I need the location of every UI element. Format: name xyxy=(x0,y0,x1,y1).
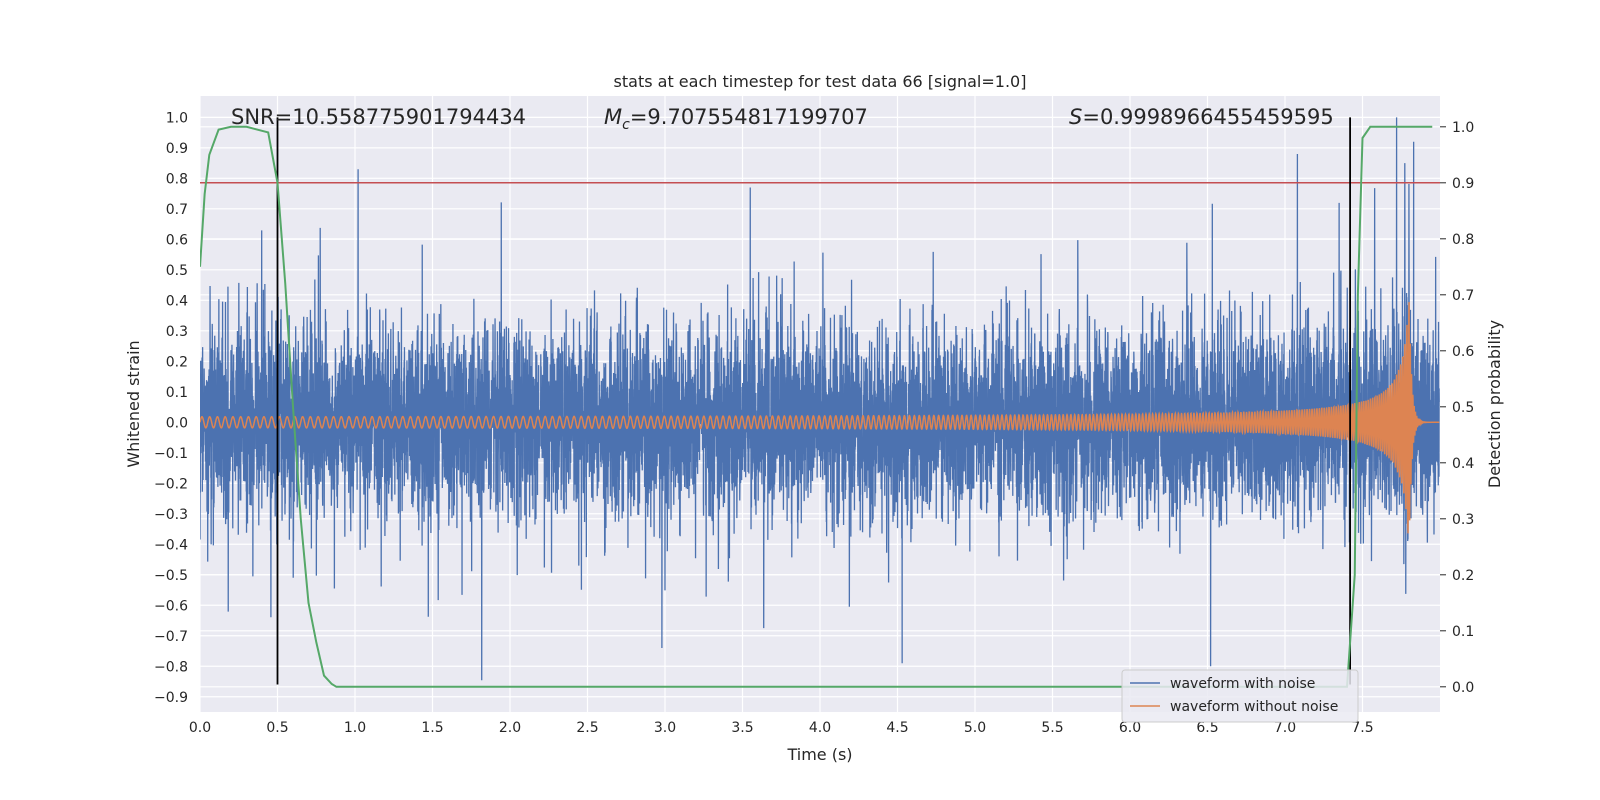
y-tick-label-left: 1.0 xyxy=(166,110,188,126)
y-tick-label-left: −0.1 xyxy=(154,446,188,462)
y-axis-label-right: Detection probability xyxy=(1485,320,1504,488)
y-tick-label-left: −0.6 xyxy=(154,598,188,614)
chirp-mass-subscript: c xyxy=(622,117,630,133)
y-tick-label-right: 0.2 xyxy=(1452,568,1474,584)
y-tick-label-left: 0.8 xyxy=(166,171,188,187)
x-tick-label: 6.0 xyxy=(1119,720,1141,736)
legend-label-noise: waveform with noise xyxy=(1170,676,1315,692)
legend: waveform with noise waveform without noi… xyxy=(1121,669,1359,723)
y-tick-label-left: −0.9 xyxy=(154,690,188,706)
x-tick-label: 0.0 xyxy=(189,720,211,736)
x-tick-label: 3.5 xyxy=(731,720,753,736)
waveform-without-noise-line xyxy=(200,302,1440,534)
x-tick-label: 3.0 xyxy=(654,720,676,736)
y-tick-label-left: −0.2 xyxy=(154,476,188,492)
y-tick-label-right: 1.0 xyxy=(1452,120,1474,136)
snr-annotation: SNR=10.558775901794434 xyxy=(231,105,526,129)
y-tick-label-right: 0.4 xyxy=(1452,456,1474,472)
y-tick-label-right: 0.6 xyxy=(1452,344,1474,360)
legend-box xyxy=(1121,669,1359,723)
s-annotation: S=0.9998966455459595 xyxy=(1069,105,1334,129)
y-tick-label-left: 0.0 xyxy=(166,415,188,431)
y-tick-label-left: 0.6 xyxy=(166,232,188,248)
x-tick-label: 5.5 xyxy=(1041,720,1063,736)
s-symbol: S xyxy=(1069,105,1082,129)
y-tick-label-left: 0.7 xyxy=(166,202,188,218)
s-value: =0.9998966455459595 xyxy=(1082,105,1333,129)
y-tick-label-right: 0.7 xyxy=(1452,288,1474,304)
y-tick-label-right: 0.0 xyxy=(1452,680,1474,696)
x-tick-label: 7.5 xyxy=(1351,720,1373,736)
x-tick-label: 6.5 xyxy=(1196,720,1218,736)
y-tick-label-left: −0.8 xyxy=(154,659,188,675)
y-tick-label-left: 0.2 xyxy=(166,354,188,370)
axes-text: 0.0 0.5 1.0 1.5 2.0 2.5 3.0 3.5 4.0 4.5 5.0 5.5 6.0 6… xyxy=(154,110,1474,736)
y-tick-label-right: 0.1 xyxy=(1452,624,1474,640)
detection-probability-line xyxy=(200,125,1433,688)
overlays xyxy=(200,117,1440,688)
waveform-with-noise-line xyxy=(200,117,1440,681)
chirp-mass-symbol: M xyxy=(604,105,622,129)
chirp-mass-annotation: Mc=9.707554817199707 xyxy=(604,105,868,133)
x-tick-label: 7.0 xyxy=(1274,720,1296,736)
y-tick-label-right: 0.9 xyxy=(1452,176,1474,192)
y-tick-label-left: 0.5 xyxy=(166,263,188,279)
x-tick-label: 2.5 xyxy=(576,720,598,736)
chirp-mass-value: =9.707554817199707 xyxy=(630,105,868,129)
x-axis-label: Time (s) xyxy=(786,745,852,764)
x-tick-label: 4.5 xyxy=(886,720,908,736)
y-tick-label-left: 0.1 xyxy=(166,385,188,401)
y-tick-label-left: 0.3 xyxy=(166,324,188,340)
x-tick-label: 4.0 xyxy=(809,720,831,736)
x-tick-label: 0.5 xyxy=(266,720,288,736)
y-tick-label-left: −0.7 xyxy=(154,629,188,645)
legend-label-clean: waveform without noise xyxy=(1170,699,1338,715)
y-tick-label-right: 0.3 xyxy=(1452,512,1474,528)
y-axis-label-left: Whitened strain xyxy=(124,340,143,467)
x-tick-label: 2.0 xyxy=(499,720,521,736)
y-tick-label-left: 0.4 xyxy=(166,293,188,309)
y-tick-label-right: 0.8 xyxy=(1452,232,1474,248)
x-tick-label: 1.0 xyxy=(344,720,366,736)
x-tick-label: 1.5 xyxy=(421,720,443,736)
x-tick-label: 5.0 xyxy=(964,720,986,736)
y-tick-label-right: 0.5 xyxy=(1452,400,1474,416)
y-tick-label-left: −0.4 xyxy=(154,537,188,553)
y-tick-label-left: 0.9 xyxy=(166,141,188,157)
chart-title: stats at each timestep for test data 66 … xyxy=(614,72,1027,91)
series-waveform-without-noise xyxy=(200,302,1440,534)
y-tick-label-left: −0.5 xyxy=(154,568,188,584)
y-tick-label-left: −0.3 xyxy=(154,507,188,523)
series-waveform-with-noise xyxy=(200,117,1440,681)
